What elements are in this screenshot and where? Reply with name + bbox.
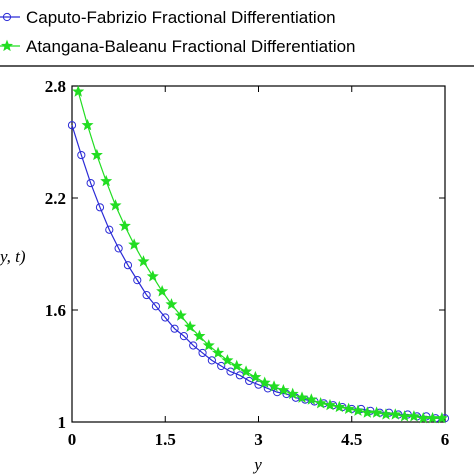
data-point bbox=[128, 238, 141, 250]
data-point bbox=[389, 408, 402, 420]
legend-marker-star bbox=[0, 39, 14, 52]
y-tick-label: 2.8 bbox=[45, 77, 66, 96]
legend: Caputo-Fabrizio Fractional Differentiati… bbox=[0, 0, 474, 67]
legend-label-1: Caputo-Fabrizio Fractional Differentiati… bbox=[26, 8, 336, 27]
x-tick-label: 4.5 bbox=[341, 430, 362, 449]
data-point bbox=[202, 339, 215, 351]
data-point bbox=[314, 397, 327, 409]
x-axis-label: y bbox=[252, 455, 262, 474]
data-point bbox=[217, 361, 226, 371]
data-point bbox=[90, 148, 103, 161]
plot-frame bbox=[71, 85, 446, 423]
data-point bbox=[109, 199, 122, 211]
x-tick-label: 3 bbox=[254, 430, 263, 449]
data-point bbox=[161, 313, 170, 322]
legend-marker-circle bbox=[2, 12, 12, 22]
data-point bbox=[146, 270, 159, 282]
data-point bbox=[100, 174, 113, 187]
data-point bbox=[67, 121, 77, 130]
data-point bbox=[193, 329, 206, 342]
data-point bbox=[258, 376, 271, 388]
data-point bbox=[212, 346, 225, 359]
data-point bbox=[207, 356, 216, 365]
data-point bbox=[81, 118, 94, 131]
data-point bbox=[370, 406, 383, 418]
y-tick-label: 1 bbox=[58, 413, 67, 432]
data-point bbox=[221, 354, 234, 366]
data-point bbox=[240, 365, 253, 377]
legend-label-2: Atangana-Baleanu Fractional Differentiat… bbox=[26, 37, 356, 56]
data-point bbox=[170, 324, 179, 333]
data-point bbox=[151, 302, 161, 311]
data-point bbox=[198, 348, 207, 358]
x-tick-label: 0 bbox=[68, 430, 77, 449]
data-point bbox=[268, 380, 281, 392]
data-point bbox=[179, 332, 188, 341]
data-point bbox=[342, 402, 355, 415]
data-point bbox=[277, 383, 290, 396]
data-point bbox=[435, 411, 448, 424]
data-point bbox=[407, 410, 420, 422]
data-point bbox=[137, 255, 150, 267]
y-tick-label: 2.2 bbox=[45, 189, 66, 208]
data-point bbox=[72, 85, 85, 97]
data-point bbox=[305, 393, 318, 405]
series-2-line bbox=[77, 91, 442, 419]
plot-border bbox=[71, 85, 446, 423]
data-point bbox=[189, 341, 198, 350]
data-point bbox=[123, 261, 133, 270]
data-point bbox=[114, 244, 123, 253]
data-point bbox=[286, 387, 299, 400]
data-point bbox=[184, 320, 197, 332]
series-1-line bbox=[71, 125, 445, 419]
data-point bbox=[351, 404, 364, 416]
data-point bbox=[77, 150, 86, 160]
data-point bbox=[226, 367, 235, 376]
x-tick-label: 1.5 bbox=[155, 430, 176, 449]
data-point bbox=[249, 370, 262, 383]
data-point bbox=[361, 406, 374, 418]
data-point bbox=[133, 276, 142, 285]
data-point bbox=[95, 203, 105, 212]
y-axis-label: y, t) bbox=[0, 247, 26, 266]
data-point bbox=[165, 298, 178, 310]
series-2 bbox=[72, 85, 448, 424]
data-point bbox=[174, 309, 187, 321]
x-tick-label: 6 bbox=[441, 430, 450, 449]
data-point bbox=[86, 178, 95, 188]
data-point bbox=[296, 391, 309, 403]
data-point bbox=[333, 400, 346, 413]
data-point bbox=[156, 285, 169, 297]
data-point bbox=[230, 359, 243, 372]
data-point bbox=[105, 225, 114, 234]
data-point bbox=[323, 398, 336, 411]
data-point bbox=[118, 219, 131, 232]
y-tick-label: 1.6 bbox=[45, 301, 66, 320]
legend-box bbox=[0, 0, 474, 67]
data-point bbox=[142, 290, 151, 300]
